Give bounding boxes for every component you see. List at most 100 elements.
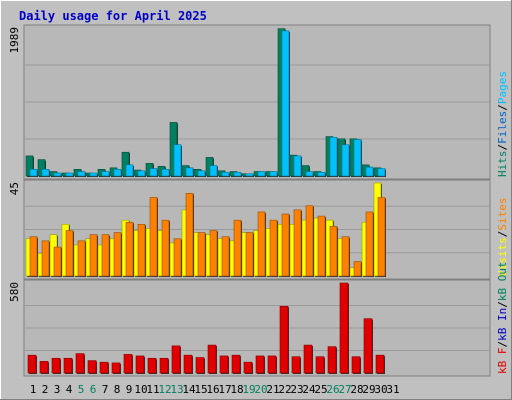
- bar-files-day-23: [293, 155, 302, 177]
- series-legend: Visits/Sites: [496, 198, 509, 278]
- bar-hits-day-9: [121, 151, 130, 177]
- legend-entry: kB F: [496, 348, 509, 375]
- bar-hits-day-2: [37, 159, 46, 177]
- x-tick-label: 4: [66, 383, 73, 396]
- legend-entry: Sites: [496, 198, 509, 231]
- bar-sites-day-23: [293, 209, 302, 277]
- x-tick-label: 30: [374, 383, 387, 396]
- bar-files-day-29: [365, 166, 374, 177]
- bar-kb-f-day-24: [303, 344, 313, 374]
- bar-sites-day-10: [137, 224, 146, 277]
- legend-entry: kB In: [496, 308, 509, 341]
- bar-kb-f-day-1: [27, 354, 37, 374]
- x-tick-label: 8: [114, 383, 121, 396]
- panel-kbytes: 580 kB F/kB In/kB Out: [8, 261, 509, 377]
- bar-sites-day-28: [353, 261, 362, 277]
- bar-sites-day-17: [221, 236, 230, 277]
- x-tick-label: 15: [194, 383, 207, 396]
- bar-kb-f-day-16: [207, 344, 217, 374]
- bar-sites-day-8: [113, 232, 122, 277]
- bar-files-day-22: [281, 30, 290, 177]
- bar-kb-f-day-2: [39, 361, 49, 374]
- bar-kb-f-day-10: [135, 355, 145, 374]
- bar-files-day-26: [329, 137, 338, 177]
- bar-files-day-30: [377, 168, 386, 177]
- bar-kb-f-day-9: [123, 354, 133, 374]
- series-legend: kB F/kB In/kB Out: [496, 261, 509, 374]
- x-tick-label: 5: [78, 383, 85, 396]
- x-tick-label: 7: [102, 383, 109, 396]
- bar-files-day-10: [137, 170, 146, 177]
- legend-entry: Hits: [496, 151, 509, 178]
- bar-files-day-4: [65, 172, 74, 177]
- bar-files-day-7: [101, 171, 110, 177]
- bar-sites-day-15: [197, 232, 206, 277]
- x-tick-label: 12: [158, 383, 171, 396]
- bar-sites-day-24: [305, 205, 314, 277]
- bar-files-day-14: [185, 167, 194, 177]
- bar-kb-f-day-23: [291, 356, 301, 374]
- bar-sites-day-21: [269, 219, 278, 277]
- legend-entry: /: [496, 341, 509, 348]
- bar-kb-f-day-29: [363, 318, 373, 374]
- bar-sites-day-25: [317, 215, 326, 277]
- bar-kb-f-day-27: [339, 282, 349, 374]
- x-tick-label: 13: [170, 383, 183, 396]
- bar-sites-day-13: [173, 238, 182, 277]
- bar-kb-f-day-11: [147, 357, 157, 374]
- x-tick-label: 24: [302, 383, 316, 396]
- bar-sites-day-11: [149, 197, 158, 277]
- bar-sites-day-22: [281, 213, 290, 277]
- y-max-label: 45: [8, 182, 21, 195]
- bar-files-day-9: [125, 164, 134, 177]
- bar-files-day-20: [257, 171, 266, 177]
- x-tick-label: 6: [90, 383, 97, 396]
- bar-files-day-27: [341, 144, 350, 177]
- bar-kb-f-day-13: [171, 345, 181, 374]
- bar-kb-f-day-28: [351, 356, 361, 374]
- bar-sites-day-16: [209, 230, 218, 277]
- bar-sites-day-20: [257, 211, 266, 277]
- y-max-label: 580: [8, 282, 21, 302]
- bar-kb-f-day-8: [111, 362, 121, 374]
- x-tick-label: 2: [42, 383, 49, 396]
- bar-files-day-5: [77, 171, 86, 177]
- bar-kb-f-day-26: [327, 346, 337, 374]
- bar-files-day-21: [269, 171, 278, 177]
- bar-files-day-12: [161, 169, 170, 177]
- bar-kb-f-day-25: [315, 356, 325, 374]
- bar-sites-day-14: [185, 193, 194, 277]
- bar-sites-day-9: [125, 221, 134, 277]
- legend-entry: Files: [496, 111, 509, 144]
- x-tick-label: 28: [350, 383, 363, 396]
- x-tick-label: 27: [338, 383, 351, 396]
- bar-kb-f-day-21: [267, 355, 277, 374]
- x-tick-label: 22: [278, 383, 291, 396]
- bar-kb-f-day-22: [279, 305, 289, 374]
- bar-files-day-19: [245, 173, 254, 177]
- bar-sites-day-6: [89, 234, 98, 277]
- bar-kb-f-day-7: [99, 361, 109, 374]
- bar-files-day-13: [173, 144, 182, 177]
- bar-sites-day-19: [245, 232, 254, 277]
- panel-visits_sites: 45 Visits/Sites: [8, 179, 509, 280]
- legend-entry: Pages: [496, 71, 509, 104]
- bar-kb-f-day-4: [63, 357, 73, 374]
- bar-kb-f-day-3: [51, 357, 61, 374]
- legend-entry: Visits: [496, 237, 509, 277]
- bar-files-day-15: [197, 170, 206, 177]
- bar-sites-day-12: [161, 219, 170, 277]
- bar-files-day-18: [233, 171, 242, 177]
- bar-files-day-6: [89, 172, 98, 177]
- chart-panels: 1989Hits/Files/Pages45Visits/Sites580kB …: [8, 24, 509, 377]
- bar-kb-f-day-17: [219, 355, 229, 374]
- x-tick-label: 25: [314, 383, 327, 396]
- bar-sites-day-3: [53, 246, 62, 277]
- bar-files-day-3: [53, 172, 62, 177]
- bar-files-day-11: [149, 168, 158, 177]
- bar-kb-f-day-30: [375, 354, 385, 374]
- x-tick-label: 21: [266, 383, 279, 396]
- bar-files-day-1: [29, 169, 38, 177]
